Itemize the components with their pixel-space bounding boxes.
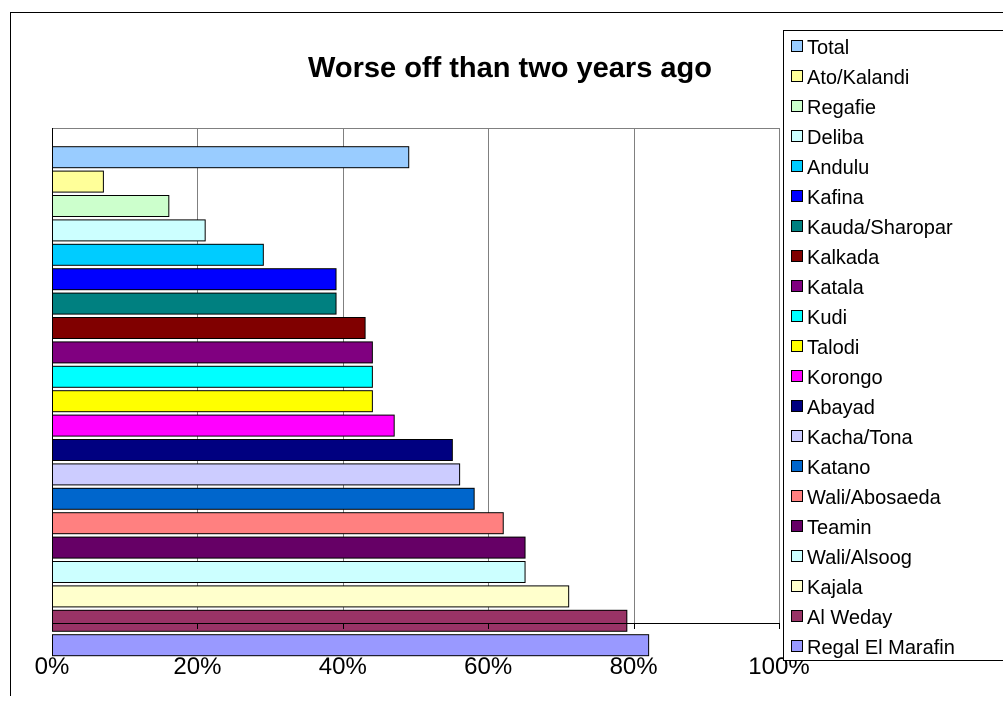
- legend-label: Kafina: [807, 187, 865, 209]
- legend-label: Wali/Abosaeda: [807, 487, 942, 509]
- legend-swatch: [792, 491, 803, 502]
- bar-kacha-tona: [53, 464, 460, 485]
- legend-label: Regal El Marafin: [807, 637, 955, 659]
- legend-label: Regafie: [807, 97, 876, 119]
- bar-andulu: [53, 244, 264, 265]
- legend-swatch: [792, 71, 803, 82]
- legend-label: Al Weday: [807, 607, 892, 629]
- bar-teamin: [53, 537, 526, 558]
- bar-al-weday: [53, 610, 627, 631]
- legend-swatch: [792, 161, 803, 172]
- x-tick-label: 80%: [610, 653, 658, 680]
- bar-wali-alsoog: [53, 562, 526, 583]
- bar-kauda-sharoparn: [53, 293, 337, 314]
- bar-korongo: [53, 415, 395, 436]
- legend-label: Korongo: [807, 367, 883, 389]
- legend: Total Ato/Kalandi Regafie Deliba Andulu Kafin…: [784, 31, 1003, 661]
- legend-label: Katano: [807, 457, 870, 479]
- bar-regafie: [53, 196, 169, 217]
- legend-label: Wali/Alsoog: [807, 547, 912, 569]
- bar-deliba: [53, 220, 206, 241]
- bar-kalkada: [53, 318, 366, 339]
- legend-label: Abayad: [807, 397, 875, 419]
- legend-label: Teamin: [807, 517, 871, 539]
- bar-total: [53, 147, 409, 168]
- legend-label: Kacha/Tona: [807, 427, 914, 449]
- bar-ato-kalandi: [53, 171, 104, 192]
- legend-swatch: [792, 131, 803, 142]
- legend-swatch: [792, 551, 803, 562]
- legend-swatch: [792, 641, 803, 652]
- legend-swatch: [792, 221, 803, 232]
- bar-wali-abosaeda: [53, 513, 504, 534]
- x-tick-label: 40%: [319, 653, 367, 680]
- legend-swatch: [792, 521, 803, 532]
- x-tick-label: 60%: [464, 653, 512, 680]
- legend-swatch: [792, 401, 803, 412]
- legend-label: Andulu: [807, 157, 869, 179]
- bar-katala: [53, 342, 373, 363]
- bar-kudi: [53, 366, 373, 387]
- legend-swatch: [792, 431, 803, 442]
- bar-kajala: [53, 586, 569, 607]
- bar-talodi: [53, 391, 373, 412]
- legend-label: Kauda/Sharopar: [807, 217, 953, 239]
- legend-label: Kalkada: [807, 247, 880, 269]
- legend-swatch: [792, 371, 803, 382]
- legend-swatch: [792, 251, 803, 262]
- x-tick-label: 20%: [173, 653, 221, 680]
- legend-label: Kajala: [807, 577, 863, 599]
- x-tick-label: 0%: [35, 653, 70, 680]
- legend-label: Ato/Kalandi: [807, 67, 909, 89]
- legend-label: Katala: [807, 277, 865, 299]
- legend-swatch: [792, 41, 803, 52]
- legend-swatch: [792, 281, 803, 292]
- legend-label: Talodi: [807, 337, 859, 359]
- bar-kafina: [53, 269, 337, 290]
- bar-abayad: [53, 440, 453, 461]
- bar-katano: [53, 488, 475, 509]
- legend-swatch: [792, 461, 803, 472]
- legend-swatch: [792, 611, 803, 622]
- legend-swatch: [792, 191, 803, 202]
- legend-label: Kudi: [807, 307, 847, 329]
- legend-swatch: [792, 311, 803, 322]
- legend-swatch: [792, 341, 803, 352]
- legend-label: Deliba: [807, 127, 865, 149]
- legend-swatch: [792, 581, 803, 592]
- legend-label: Total: [807, 37, 849, 59]
- chart-title: Worse off than two years ago: [308, 52, 712, 84]
- legend-swatch: [792, 101, 803, 112]
